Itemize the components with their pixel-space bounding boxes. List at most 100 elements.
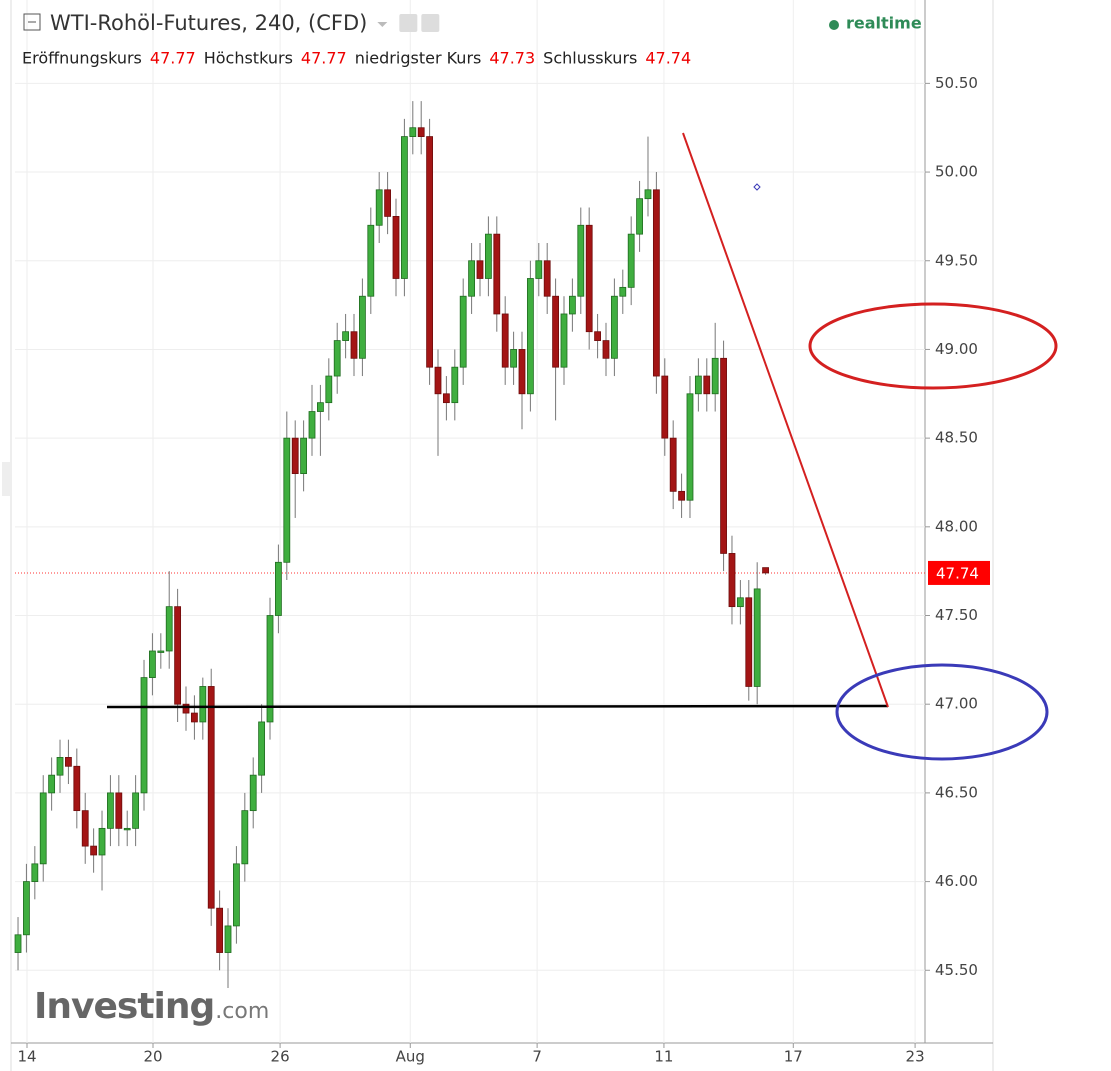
y-tick-label: 47.50 <box>935 606 978 624</box>
candle-body <box>585 224 593 333</box>
candle-body <box>753 588 761 687</box>
y-tick-label: 48.50 <box>935 429 978 447</box>
candle-body <box>501 313 509 368</box>
y-tick-label: 50.00 <box>935 163 978 181</box>
candle-body <box>107 792 114 829</box>
candle-body <box>283 437 291 563</box>
x-tick-label: 26 <box>271 1048 290 1066</box>
candle-body <box>157 650 165 653</box>
candle-body <box>627 233 635 288</box>
x-tick-label: 23 <box>906 1048 925 1066</box>
settings-button[interactable] <box>421 14 440 32</box>
candle-body <box>275 561 282 616</box>
last-price-label: 47.74 <box>936 564 979 582</box>
x-tick-label: 17 <box>784 1048 803 1066</box>
collapse-button[interactable] <box>23 13 41 31</box>
candle-body <box>703 375 711 395</box>
candle-body <box>619 286 627 297</box>
candle-body <box>300 437 308 475</box>
candle-body <box>510 349 517 368</box>
candle-body <box>686 393 694 501</box>
ohlc-label: Höchstkurs <box>204 49 293 68</box>
ohlc-value: 47.73 <box>489 49 535 68</box>
candle-body <box>434 366 442 395</box>
candle-body <box>493 233 501 315</box>
candle-body <box>48 774 56 794</box>
scroll-handle[interactable] <box>2 462 10 496</box>
candle-body <box>392 216 400 279</box>
candle-body <box>468 260 475 297</box>
candle-body <box>401 136 408 279</box>
candle-body <box>14 934 22 953</box>
candle-body <box>602 340 610 359</box>
candle-body <box>359 295 366 359</box>
ohlc-value: 47.77 <box>301 49 347 68</box>
candle-body <box>291 437 299 475</box>
candle-body <box>31 863 39 882</box>
candle-body <box>661 375 669 439</box>
realtime-status: realtime <box>846 14 922 33</box>
candle-body <box>333 340 341 377</box>
x-tick-label: 20 <box>143 1048 162 1066</box>
candle-body <box>442 393 450 404</box>
drawn-trend-line[interactable] <box>682 132 889 708</box>
candle-body <box>552 295 559 368</box>
candle-body <box>745 597 753 687</box>
candle-body <box>543 260 551 297</box>
candle-body <box>241 810 249 865</box>
candle-body <box>728 553 736 608</box>
candle-body <box>266 615 274 723</box>
candle-body <box>476 260 484 279</box>
candle-body <box>736 597 744 608</box>
candle-body <box>426 136 433 368</box>
candle-body <box>325 375 333 404</box>
candle-body <box>140 677 148 794</box>
candle-body <box>182 703 190 714</box>
candle-body <box>39 792 47 865</box>
candle-body <box>317 402 324 412</box>
candle-body <box>375 189 383 226</box>
candle-body <box>233 863 240 927</box>
candle-body <box>199 686 207 723</box>
watermark: Investing <box>34 986 214 1027</box>
candle-body <box>149 650 156 678</box>
candle-body <box>459 295 467 368</box>
x-tick-label: Aug <box>396 1048 425 1066</box>
candle-body <box>594 331 601 341</box>
candle-body <box>132 792 140 829</box>
ohlc-value: 47.77 <box>150 49 196 68</box>
ohlc-legend: Eröffnungskurs 47.77 Höchstkurs 47.77 niedri… <box>22 49 691 68</box>
candle-body <box>484 233 492 279</box>
candle-body <box>56 757 64 776</box>
candle-body <box>81 810 89 847</box>
candle-body <box>115 792 123 829</box>
y-tick-label: 45.50 <box>935 961 978 979</box>
candle-body <box>342 331 350 341</box>
realtime-dot <box>829 20 839 30</box>
watermark-suffix: .com <box>215 999 269 1024</box>
visibility-button[interactable] <box>399 14 418 32</box>
candle-body <box>350 331 358 359</box>
candle-body <box>174 606 182 705</box>
candle-body <box>644 189 652 200</box>
chart-title: WTI-Rohöl-Futures, 240, (CFD) <box>50 11 367 35</box>
candle-body <box>694 375 702 395</box>
drawn-ellipse-blue[interactable] <box>835 663 1049 761</box>
drawn-support-line[interactable] <box>106 704 889 709</box>
y-tick-label: 49.50 <box>935 251 978 269</box>
drawn-ellipse-red[interactable] <box>808 302 1058 390</box>
candle-body <box>652 189 660 377</box>
candle-body <box>216 907 224 953</box>
candle-body <box>207 686 215 909</box>
last-price-badge <box>928 560 990 585</box>
dropdown-caret[interactable] <box>377 22 388 27</box>
candle-body <box>636 198 643 235</box>
candle-body <box>669 437 677 492</box>
candle-body <box>191 712 198 723</box>
candle-body <box>711 357 719 395</box>
ohlc-label: Schlusskurs <box>543 49 637 68</box>
y-tick-label: 49.00 <box>935 340 978 358</box>
y-tick-label: 46.50 <box>935 783 978 801</box>
drawn-marker[interactable] <box>753 183 761 191</box>
